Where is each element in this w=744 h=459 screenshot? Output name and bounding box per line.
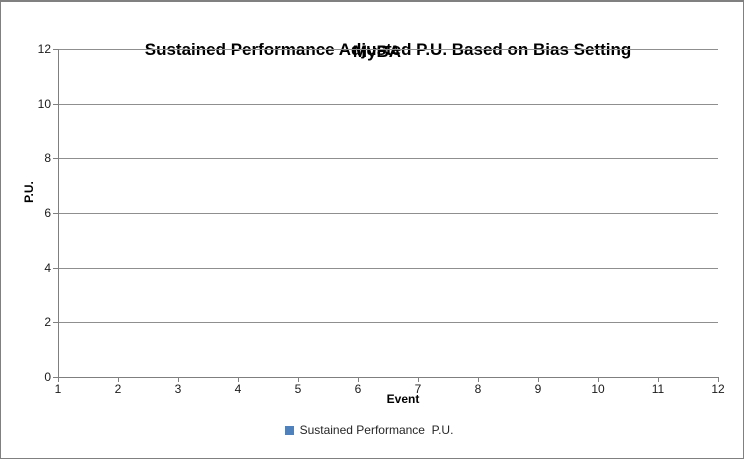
x-tick-label: 7 [414,382,422,396]
x-tick-label: 12 [711,382,725,396]
y-tick-label: 12 [37,42,51,56]
y-gridline [58,158,718,159]
y-gridline [58,322,718,323]
y-tick-mark [53,49,58,50]
legend-label: Sustained Performance P.U. [299,423,454,437]
legend: Sustained Performance P.U. [1,423,737,437]
x-tick-label: 6 [354,382,362,396]
x-tick-mark [418,377,419,382]
x-tick-mark [478,377,479,382]
x-axis-title: Event [386,392,420,406]
x-tick-label: 10 [591,382,605,396]
y-gridline [58,49,718,50]
y-tick-label: 10 [37,97,51,111]
x-tick-mark [658,377,659,382]
x-tick-label: 3 [174,382,182,396]
x-tick-label: 8 [474,382,482,396]
y-gridline [58,213,718,214]
x-tick-label: 9 [534,382,542,396]
x-tick-mark [358,377,359,382]
y-tick-label: 6 [44,206,51,220]
x-tick-label: 11 [651,382,665,396]
y-tick-label: 8 [44,151,51,165]
y-tick-label: 4 [44,261,51,275]
x-tick-mark [178,377,179,382]
x-tick-mark [118,377,119,382]
x-tick-mark [598,377,599,382]
legend-color-swatch-icon [284,425,294,435]
y-tick-mark [53,377,58,378]
x-tick-mark [538,377,539,382]
x-tick-label: 2 [114,382,122,396]
overlay-title: MyBA [352,42,402,61]
y-tick-mark [53,322,58,323]
y-tick-mark [53,213,58,214]
x-tick-mark [718,377,719,382]
x-axis-line [58,377,719,378]
x-tick-mark [58,377,59,382]
x-tick-mark [298,377,299,382]
y-gridline [58,268,718,269]
y-tick-label: 2 [44,315,51,329]
x-tick-label: 1 [54,382,62,396]
y-tick-mark [53,104,58,105]
y-axis-line [58,49,59,377]
y-tick-label: 0 [44,370,51,384]
x-tick-mark [238,377,239,382]
y-tick-mark [53,158,58,159]
x-tick-label: 4 [234,382,242,396]
y-gridline [58,104,718,105]
y-tick-mark [53,268,58,269]
x-tick-label: 5 [294,382,302,396]
